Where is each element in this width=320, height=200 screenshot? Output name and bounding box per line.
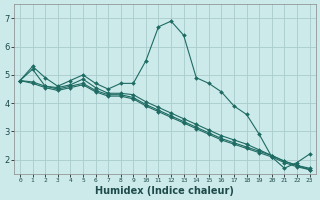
X-axis label: Humidex (Indice chaleur): Humidex (Indice chaleur): [95, 186, 234, 196]
